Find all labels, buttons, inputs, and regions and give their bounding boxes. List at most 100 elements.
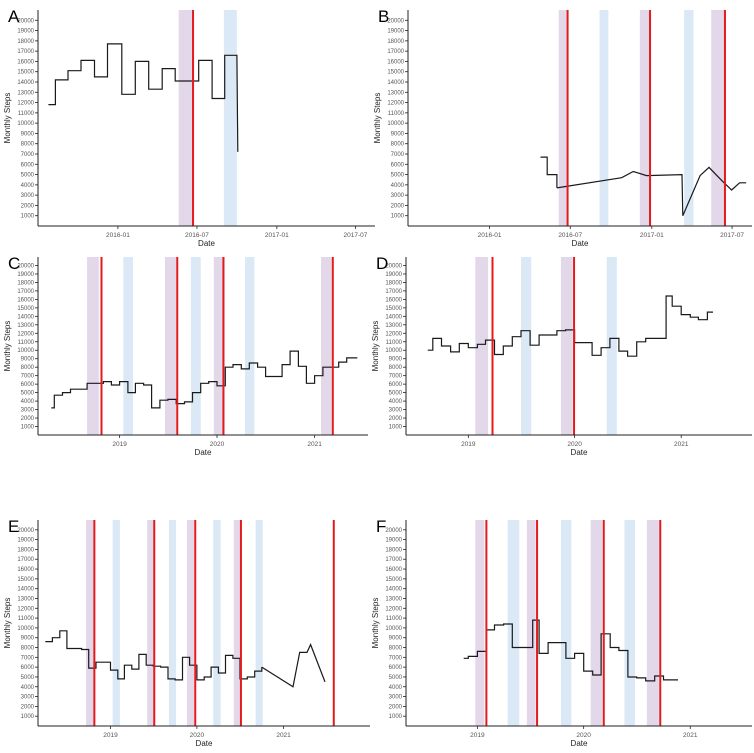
y-tick-label: 10000 (387, 121, 404, 127)
y-tick-label: 9000 (389, 636, 403, 642)
x-tick-label: 2016-07 (185, 232, 209, 239)
y-tick-label: 1000 (21, 214, 35, 220)
y-tick-label: 10000 (385, 348, 402, 354)
y-tick-label: 2000 (21, 416, 35, 422)
purple-band (646, 520, 659, 726)
y-tick-label: 9000 (21, 131, 35, 137)
purple-band (560, 257, 573, 435)
y-tick-label: 4000 (389, 399, 403, 405)
y-tick-label: 5000 (389, 675, 403, 681)
y-tick-label: 15000 (387, 70, 404, 76)
purple-band (178, 10, 194, 226)
x-tick-label: 2019 (103, 732, 118, 739)
y-tick-label: 12000 (17, 101, 34, 107)
y-tick-label: 11000 (18, 340, 35, 346)
y-tick-label: 5000 (21, 391, 35, 397)
blue-band (245, 257, 255, 435)
y-axis-label: Monthly Steps (3, 93, 12, 144)
purple-band (213, 257, 225, 435)
panel-label: F (376, 517, 386, 536)
blue-band (223, 10, 237, 226)
series-line-step (427, 295, 713, 357)
series-line-step (45, 630, 263, 681)
x-axis-label: Date (196, 739, 213, 748)
y-tick-label: 20000 (387, 18, 404, 24)
panel-e: 1000 2000 3000 4000 5000 6000 7000 8000 9000 1000… (3, 517, 370, 748)
y-tick-label: 13000 (17, 323, 34, 329)
panel-label: E (8, 517, 19, 536)
y-tick-label: 5000 (21, 675, 35, 681)
panel-label: C (8, 254, 20, 273)
x-tick-label: 2020 (190, 732, 205, 739)
y-tick-label: 17000 (17, 557, 34, 563)
y-tick-label: 14000 (385, 587, 402, 593)
blue-band (560, 520, 572, 726)
y-tick-label: 8000 (21, 142, 35, 148)
y-tick-label: 6000 (389, 665, 403, 671)
y-tick-label: 9000 (21, 357, 35, 363)
y-tick-label: 18000 (17, 39, 34, 45)
purple-band (475, 520, 485, 726)
y-tick-label: 16000 (17, 297, 34, 303)
x-tick-label: 2017-01 (640, 232, 664, 239)
y-tick-label: 12000 (385, 331, 402, 337)
purple-band (711, 10, 725, 226)
y-tick-label: 19000 (385, 272, 402, 278)
panel-f: 1000 2000 3000 4000 5000 6000 7000 8000 9000 1000… (371, 517, 752, 748)
y-tick-label: 18000 (385, 547, 402, 553)
y-tick-label: 4000 (389, 685, 403, 691)
x-tick-label: 2020 (210, 441, 225, 448)
blue-band (599, 10, 609, 226)
y-tick-label: 20000 (385, 528, 402, 534)
purple-band (321, 257, 332, 435)
panel-label: B (378, 7, 389, 26)
y-tick-label: 3000 (21, 695, 35, 701)
purple-band (186, 520, 195, 726)
y-tick-label: 8000 (21, 365, 35, 371)
y-tick-label: 9000 (389, 357, 403, 363)
y-tick-label: 14000 (385, 314, 402, 320)
y-tick-label: 7000 (21, 152, 35, 158)
y-tick-label: 10000 (17, 348, 34, 354)
y-tick-label: 20000 (17, 263, 34, 269)
x-tick-label: 2020 (576, 732, 591, 739)
y-tick-label: 7000 (389, 374, 403, 380)
purple-band (86, 520, 95, 726)
y-tick-label: 8000 (21, 646, 35, 652)
y-tick-label: 1000 (389, 425, 403, 431)
y-tick-label: 7000 (21, 374, 35, 380)
y-tick-label: 19000 (385, 538, 402, 544)
y-tick-label: 15000 (385, 577, 402, 583)
x-tick-label: 2017-07 (344, 232, 368, 239)
x-axis-label: Date (195, 448, 212, 457)
x-tick-label: 2021 (276, 732, 291, 739)
y-axis-label: Monthly Steps (3, 321, 12, 372)
x-tick-label: 2017-01 (265, 232, 289, 239)
y-tick-label: 3000 (389, 695, 403, 701)
y-tick-label: 15000 (17, 306, 34, 312)
y-tick-label: 17000 (387, 49, 404, 55)
y-tick-label: 19000 (17, 29, 34, 35)
y-tick-label: 4000 (21, 685, 35, 691)
y-tick-label: 15000 (17, 70, 34, 76)
x-tick-label: 2019 (470, 732, 485, 739)
purple-band (639, 10, 651, 226)
y-tick-label: 11000 (18, 111, 35, 117)
y-tick-label: 12000 (17, 331, 34, 337)
blue-band (507, 520, 520, 726)
y-tick-label: 8000 (389, 365, 403, 371)
y-tick-label: 12000 (17, 606, 34, 612)
y-tick-label: 4000 (21, 183, 35, 189)
y-tick-label: 10000 (17, 121, 34, 127)
y-tick-label: 16000 (17, 59, 34, 65)
blue-band (624, 520, 635, 726)
y-tick-label: 14000 (387, 80, 404, 86)
y-tick-label: 8000 (389, 646, 403, 652)
series-line-step (463, 619, 678, 682)
x-axis-label: Date (198, 239, 215, 248)
y-tick-label: 20000 (17, 528, 34, 534)
x-tick-label: 2016-07 (558, 232, 582, 239)
y-tick-label: 6000 (391, 162, 405, 168)
x-axis-label: Date (571, 448, 588, 457)
